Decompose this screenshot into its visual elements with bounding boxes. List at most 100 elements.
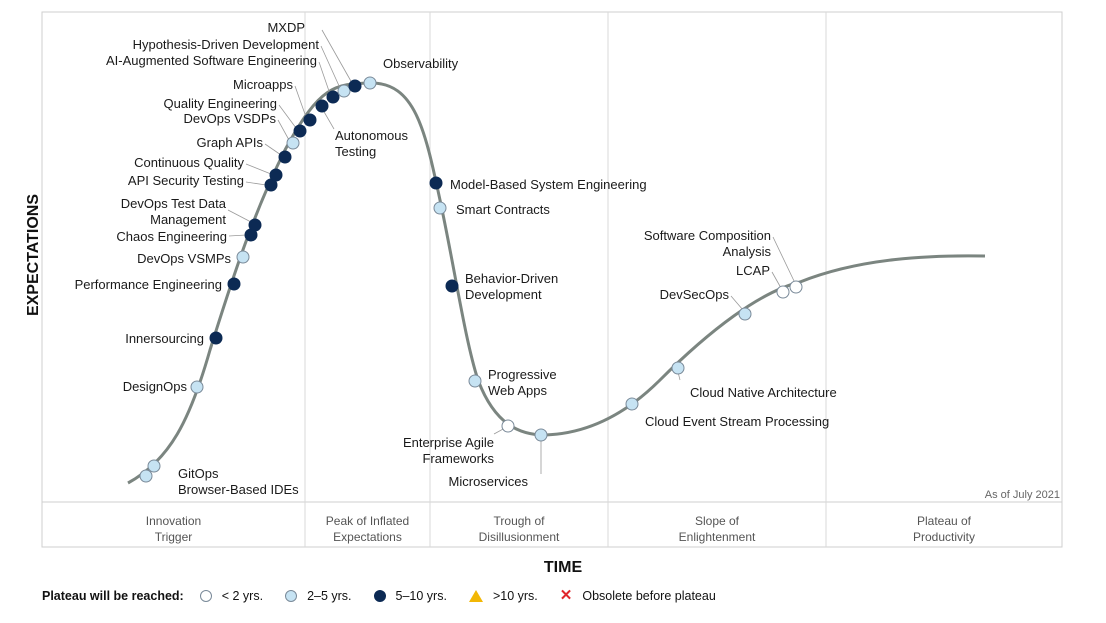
label-quality-engineering: Quality Engineering — [164, 96, 277, 111]
label-leader-lines — [227, 29, 796, 474]
label-innersourcing: Innersourcing — [125, 331, 204, 346]
x-axis-title: TIME — [544, 559, 583, 576]
yellow-triangle-icon — [468, 590, 483, 602]
label-cloud-native-architecture: Cloud Native Architecture — [690, 385, 837, 400]
label-devops-vsmps: DevOps VSMPs — [137, 251, 231, 266]
technology-points — [139, 76, 803, 483]
leader-line-lcap — [771, 271, 782, 289]
label-ai-augmented-software-engineering: AI-Augmented Software Engineering — [106, 53, 317, 68]
leader-line-graph-apis — [264, 143, 282, 156]
label-hypothesis-driven-development: Hypothesis-Driven Development — [133, 37, 320, 52]
label-microservices: Microservices — [449, 474, 529, 489]
point-microservices — [534, 428, 548, 442]
phase-innovation-trigger: Innovation Trigger — [146, 514, 201, 544]
point-hypothesis-driven-development — [337, 84, 351, 98]
point-model-based-system-engineering — [429, 176, 443, 190]
leader-line-api-security-testing — [245, 181, 267, 186]
legend-label: >10 yrs. — [492, 589, 538, 603]
point-observability — [363, 76, 377, 90]
leader-line-ai-augmented-software-engineering — [318, 61, 331, 95]
phase-slope-of-enlightenment: Slope of Enlightenment — [679, 514, 756, 544]
leader-line-mxdp — [321, 29, 353, 84]
point-graph-apis — [278, 150, 292, 164]
legend-item-5to10: 5–10 yrs. — [373, 589, 447, 603]
leader-line-devops-vsdps — [277, 119, 290, 141]
legend-title: Plateau will be reached: — [42, 589, 184, 603]
label-graph-apis: Graph APIs — [197, 135, 264, 150]
leader-line-microapps — [294, 85, 307, 118]
label-observability: Observability — [383, 56, 459, 71]
label-behavior-driven-development: Behavior-Driven Development — [465, 271, 558, 302]
point-software-composition-analysis — [789, 280, 803, 294]
point-autonomous-testing — [315, 99, 329, 113]
point-devops-vsmps — [236, 250, 250, 264]
point-cloud-native-architecture — [671, 361, 685, 375]
point-innersourcing — [209, 331, 223, 345]
label-lcap: LCAP — [736, 263, 770, 278]
point-ai-augmented-software-engineering — [326, 90, 340, 104]
label-enterprise-agile-frameworks: Enterprise Agile Frameworks — [403, 435, 495, 466]
legend-label: 5–10 yrs. — [395, 589, 447, 603]
label-devops-vsdps: DevOps VSDPs — [184, 111, 277, 126]
label-browser-based-ides: Browser-Based IDEs — [178, 482, 299, 497]
leader-line-continuous-quality — [245, 163, 272, 175]
point-quality-engineering — [293, 124, 307, 138]
legend-item-obsolete: ✕ Obsolete before plateau — [559, 587, 716, 604]
label-devops-test-data-management: DevOps Test Data Management — [121, 196, 227, 227]
point-devops-test-data-management — [248, 218, 262, 232]
point-performance-engineering — [227, 277, 241, 291]
label-performance-engineering: Performance Engineering — [75, 277, 222, 292]
label-devsecops: DevSecOps — [660, 287, 730, 302]
phase-peak-of-inflated-expectations: Peak of Inflated Expectations — [326, 514, 409, 544]
point-lcap — [776, 285, 790, 299]
phase-trough-of-disillusionment: Trough of Disillusionment — [479, 514, 560, 544]
point-smart-contracts — [433, 201, 447, 215]
leader-line-devops-test-data-management — [227, 209, 252, 223]
y-axis-title: EXPECTATIONS — [25, 194, 42, 316]
label-model-based-system-engineering: Model-Based System Engineering — [450, 177, 647, 192]
label-mxdp: MXDP — [267, 20, 305, 35]
legend-item-lt2: < 2 yrs. — [199, 589, 264, 603]
legend-label: Obsolete before plateau — [582, 589, 716, 603]
label-progressive-web-apps: Progressive Web Apps — [488, 367, 557, 398]
phase-labels: Innovation Trigger Peak of Inflated Expecta… — [146, 514, 975, 544]
label-gitops: GitOps — [178, 466, 219, 481]
legend-item-gt10: >10 yrs. — [468, 589, 538, 603]
leader-line-hypothesis-driven-development — [320, 45, 341, 89]
label-api-security-testing: API Security Testing — [128, 173, 244, 188]
point-devops-vsdps — [286, 136, 300, 150]
point-designops — [190, 380, 204, 394]
label-autonomous-testing: Autonomous Testing — [335, 128, 408, 159]
point-gitops — [147, 459, 161, 473]
point-behavior-driven-development — [445, 279, 459, 293]
dark-blue-circle-icon — [373, 590, 386, 602]
label-smart-contracts: Smart Contracts — [456, 202, 550, 217]
leader-line-chaos-engineering — [228, 234, 247, 237]
label-software-composition-analysis: Software Composition Analysis — [644, 228, 772, 259]
point-mxdp — [348, 79, 362, 93]
point-devsecops — [738, 307, 752, 321]
legend-label: 2–5 yrs. — [307, 589, 352, 603]
legend-item-2to5: 2–5 yrs. — [285, 589, 352, 603]
label-continuous-quality: Continuous Quality — [134, 155, 244, 170]
phase-plateau-of-productivity: Plateau of Productivity — [913, 514, 975, 544]
point-progressive-web-apps — [468, 374, 482, 388]
leader-line-quality-engineering — [278, 104, 297, 129]
light-blue-circle-icon — [285, 590, 298, 602]
legend: Plateau will be reached: < 2 yrs. 2–5 yr… — [42, 586, 738, 606]
chart-frame — [41, 11, 1063, 548]
point-continuous-quality — [269, 168, 283, 182]
label-cloud-event-stream-processing: Cloud Event Stream Processing — [645, 414, 829, 429]
legend-label: < 2 yrs. — [221, 589, 264, 603]
label-designops: DesignOps — [123, 379, 188, 394]
leader-line-devsecops — [730, 295, 744, 311]
leader-line-autonomous-testing — [322, 109, 335, 130]
red-cross-icon: ✕ — [559, 587, 573, 604]
white-circle-icon — [199, 590, 212, 602]
label-chaos-engineering: Chaos Engineering — [116, 229, 227, 244]
point-browser-based-ides — [139, 469, 153, 483]
as-of-date: As of July 2021 — [985, 489, 1060, 501]
label-microapps: Microapps — [233, 77, 293, 92]
